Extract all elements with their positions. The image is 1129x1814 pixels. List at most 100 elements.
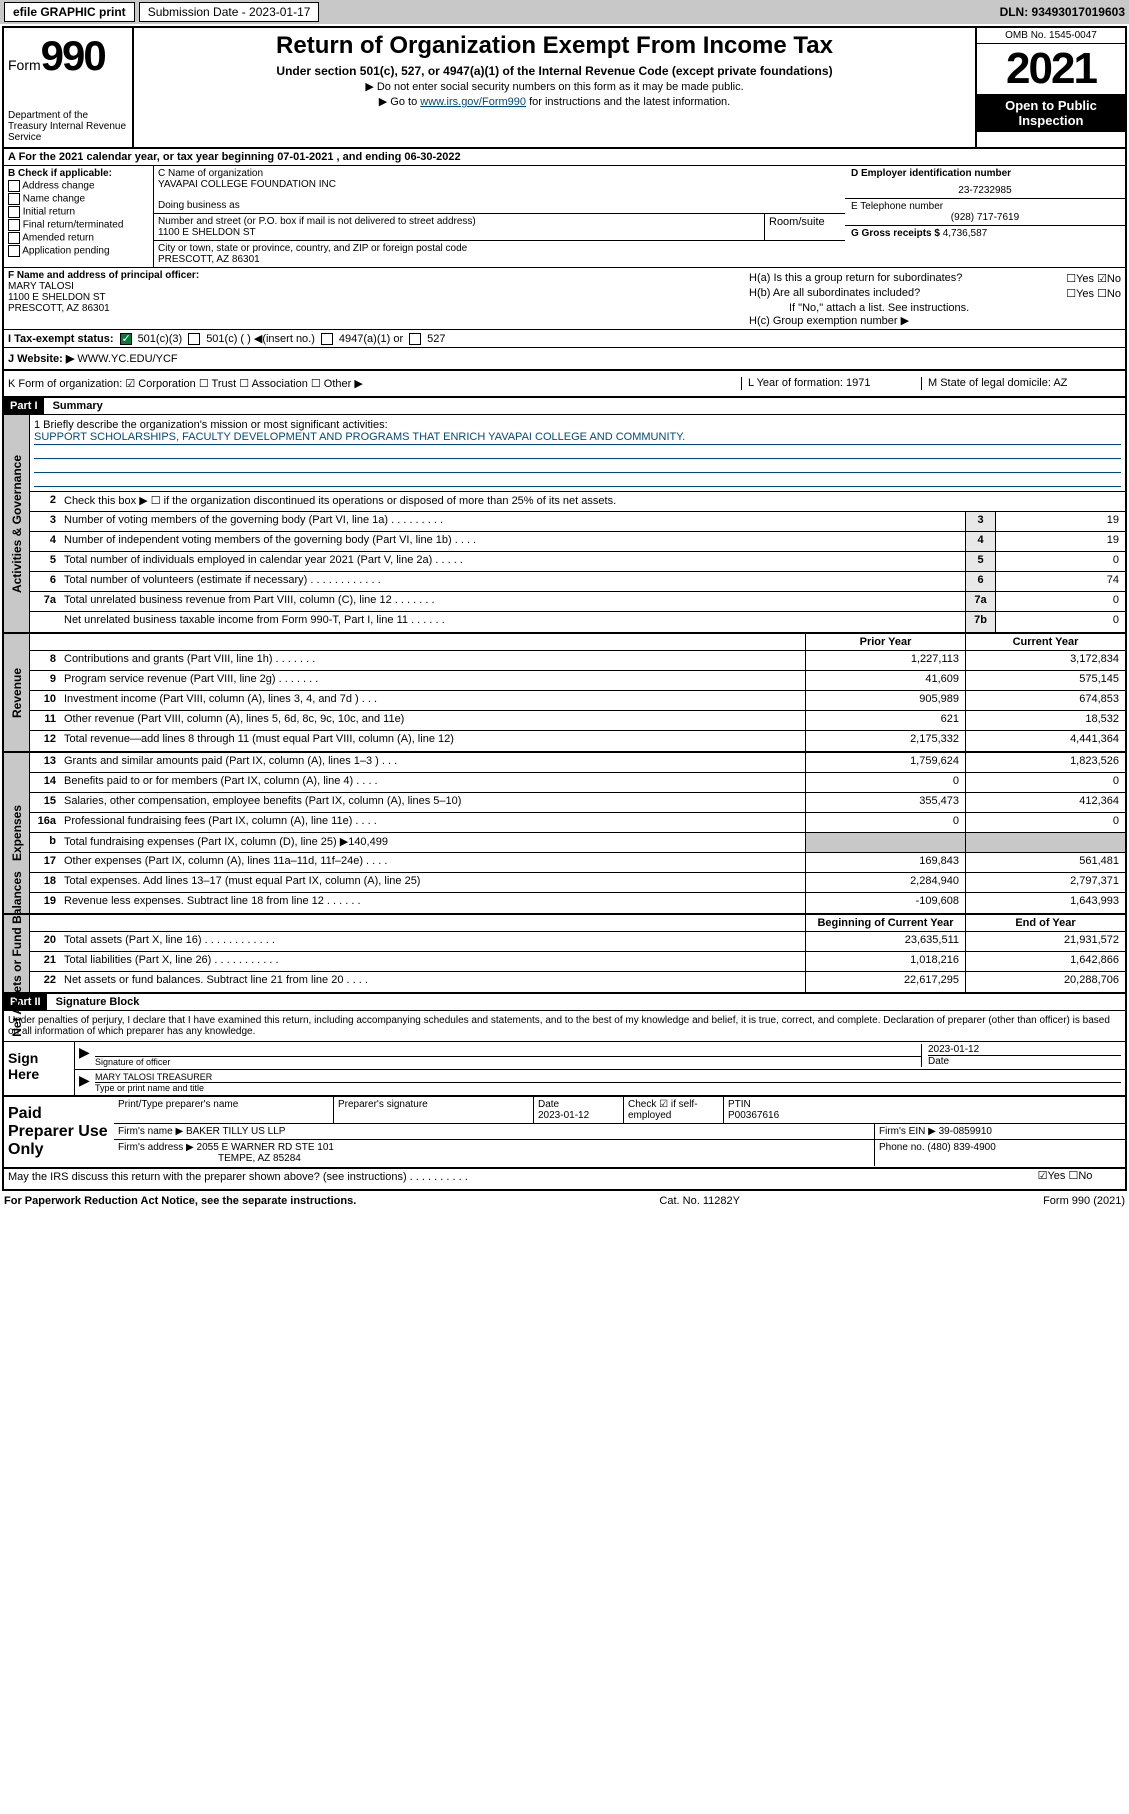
side-label-netassets: Net Assets or Fund Balances (10, 871, 24, 1037)
sign-here-label: Sign Here (4, 1042, 74, 1095)
summary-line: 15Salaries, other compensation, employee… (30, 793, 1125, 813)
activities-governance-section: Activities & Governance 1 Briefly descri… (4, 415, 1125, 634)
sig-date-label: Date (928, 1055, 1121, 1067)
form-container: Form990 Department of the Treasury Inter… (2, 26, 1127, 1191)
paperwork-notice: For Paperwork Reduction Act Notice, see … (4, 1195, 356, 1207)
irs-link[interactable]: www.irs.gov/Form990 (420, 96, 526, 108)
chk-501c[interactable] (188, 333, 200, 345)
dln-label: DLN: 93493017019603 (1000, 5, 1125, 19)
paid-preparer-label: Paid Preparer Use Only (4, 1097, 114, 1167)
gross-receipts-value: 4,736,587 (943, 228, 988, 239)
mission-text: SUPPORT SCHOLARSHIPS, FACULTY DEVELOPMEN… (34, 431, 1121, 445)
part1-header: Part I Summary (4, 398, 1125, 415)
officer-addr2: PRESCOTT, AZ 86301 (8, 303, 741, 314)
side-label-expenses: Expenses (10, 805, 24, 861)
chk-amended-return[interactable]: Amended return (8, 232, 149, 244)
efile-print-button[interactable]: efile GRAPHIC print (4, 2, 135, 22)
revenue-section: Revenue Prior Year Current Year 8Contrib… (4, 634, 1125, 753)
sign-here-block: Sign Here ▶ Signature of officer 2023-01… (4, 1042, 1125, 1097)
chk-final-return[interactable]: Final return/terminated (8, 219, 149, 231)
form-ref: Form 990 (2021) (1043, 1195, 1125, 1207)
summary-line: 14Benefits paid to or for members (Part … (30, 773, 1125, 793)
summary-line: 6Total number of volunteers (estimate if… (30, 572, 1125, 592)
net-assets-section: Net Assets or Fund Balances Beginning of… (4, 915, 1125, 994)
hb-label: H(b) Are all subordinates included? (749, 287, 920, 300)
signature-intro: Under penalties of perjury, I declare th… (4, 1011, 1125, 1042)
summary-line: 12Total revenue—add lines 8 through 11 (… (30, 731, 1125, 751)
summary-line: 8Contributions and grants (Part VIII, li… (30, 651, 1125, 671)
summary-line: 2Check this box ▶ ☐ if the organization … (30, 492, 1125, 512)
summary-line: 11Other revenue (Part VIII, column (A), … (30, 711, 1125, 731)
k-form-org: K Form of organization: ☑ Corporation ☐ … (8, 377, 741, 390)
prep-self-employed: Check ☑ if self-employed (624, 1097, 724, 1123)
top-toolbar: efile GRAPHIC print Submission Date - 20… (0, 0, 1129, 24)
summary-line: 7aTotal unrelated business revenue from … (30, 592, 1125, 612)
chk-initial-return[interactable]: Initial return (8, 206, 149, 218)
chk-name-change[interactable]: Name change (8, 193, 149, 205)
hc-label: H(c) Group exemption number ▶ (749, 314, 1121, 327)
ha-answer: ☐Yes ☑No (1066, 272, 1121, 285)
ha-label: H(a) Is this a group return for subordin… (749, 272, 962, 285)
room-suite-label: Room/suite (765, 214, 845, 240)
sig-name-value: MARY TALOSI TREASURER (95, 1072, 1121, 1082)
dba-label: Doing business as (158, 200, 841, 211)
end-year-hdr: End of Year (965, 915, 1125, 931)
addr-label: Number and street (or P.O. box if mail i… (158, 216, 760, 227)
hb-answer: ☐Yes ☐No (1066, 287, 1121, 300)
firm-phone-value: (480) 839-4900 (927, 1142, 995, 1153)
chk-address-change[interactable]: Address change (8, 180, 149, 192)
org-name-label: C Name of organization (158, 168, 841, 179)
side-label-governance: Activities & Governance (10, 454, 24, 592)
summary-line: 3Number of voting members of the governi… (30, 512, 1125, 532)
chk-application-pending[interactable]: Application pending (8, 245, 149, 257)
sig-name-label: Type or print name and title (95, 1082, 1121, 1093)
m-state-domicile: M State of legal domicile: AZ (921, 377, 1121, 390)
dept-label: Department of the Treasury Internal Reve… (8, 110, 128, 143)
submission-date-badge: Submission Date - 2023-01-17 (139, 2, 320, 22)
chk-501c3[interactable] (120, 333, 132, 345)
prep-name-label: Print/Type preparer's name (114, 1097, 334, 1123)
form-header: Form990 Department of the Treasury Inter… (4, 28, 1125, 149)
row-j-website: J Website: ▶ WWW.YC.EDU/YCF (4, 348, 1125, 371)
mission-block: 1 Briefly describe the organization's mi… (30, 415, 1125, 492)
header-center: Return of Organization Exempt From Incom… (134, 28, 975, 147)
discuss-row: May the IRS discuss this return with the… (4, 1169, 1125, 1189)
summary-line: 21Total liabilities (Part X, line 26) . … (30, 952, 1125, 972)
firm-addr-value: 2055 E WARNER RD STE 101 (197, 1142, 334, 1153)
city-label: City or town, state or province, country… (158, 243, 841, 254)
form-subtitle: Under section 501(c), 527, or 4947(a)(1)… (142, 64, 967, 78)
na-col-headers: Beginning of Current Year End of Year (30, 915, 1125, 932)
col-b-checkboxes: B Check if applicable: Address change Na… (4, 166, 154, 267)
summary-line: 13Grants and similar amounts paid (Part … (30, 753, 1125, 773)
chk-4947[interactable] (321, 333, 333, 345)
side-label-revenue: Revenue (10, 667, 24, 717)
rev-col-headers: Prior Year Current Year (30, 634, 1125, 651)
row-i-tax-status: I Tax-exempt status: 501(c)(3) 501(c) ( … (4, 330, 1125, 348)
col-h-group: H(a) Is this a group return for subordin… (745, 268, 1125, 329)
form-number: 990 (41, 32, 105, 79)
phone-block: E Telephone number (928) 717-7619 (845, 199, 1125, 226)
org-name-value: YAVAPAI COLLEGE FOUNDATION INC (158, 179, 841, 190)
summary-line: 18Total expenses. Add lines 13–17 (must … (30, 873, 1125, 893)
firm-ein-value: 39-0859910 (939, 1126, 992, 1137)
summary-line: 9Program service revenue (Part VIII, lin… (30, 671, 1125, 691)
hb-note: If "No," attach a list. See instructions… (749, 302, 1121, 314)
form-label: Form (8, 57, 41, 73)
ptin-value: P00367616 (728, 1110, 1121, 1121)
row-k-l-m: K Form of organization: ☑ Corporation ☐ … (4, 371, 1125, 398)
col-f-officer: F Name and address of principal officer:… (4, 268, 745, 329)
summary-line: 20Total assets (Part X, line 16) . . . .… (30, 932, 1125, 952)
col-b-head: B Check if applicable: (8, 168, 149, 179)
section-f-h: F Name and address of principal officer:… (4, 268, 1125, 330)
col-d-e-g: D Employer identification number 23-7232… (845, 166, 1125, 267)
firm-name-value: BAKER TILLY US LLP (186, 1126, 286, 1137)
form-title: Return of Organization Exempt From Incom… (142, 32, 967, 60)
website-value: WWW.YC.EDU/YCF (77, 353, 177, 365)
prep-sig-label: Preparer's signature (334, 1097, 534, 1123)
ein-block: D Employer identification number 23-7232… (845, 166, 1125, 199)
part2-header: Part II Signature Block (4, 994, 1125, 1011)
chk-527[interactable] (409, 333, 421, 345)
header-right: OMB No. 1545-0047 2021 Open to Public In… (975, 28, 1125, 147)
section-b-through-g: B Check if applicable: Address change Na… (4, 166, 1125, 268)
officer-addr1: 1100 E SHELDON ST (8, 292, 741, 303)
